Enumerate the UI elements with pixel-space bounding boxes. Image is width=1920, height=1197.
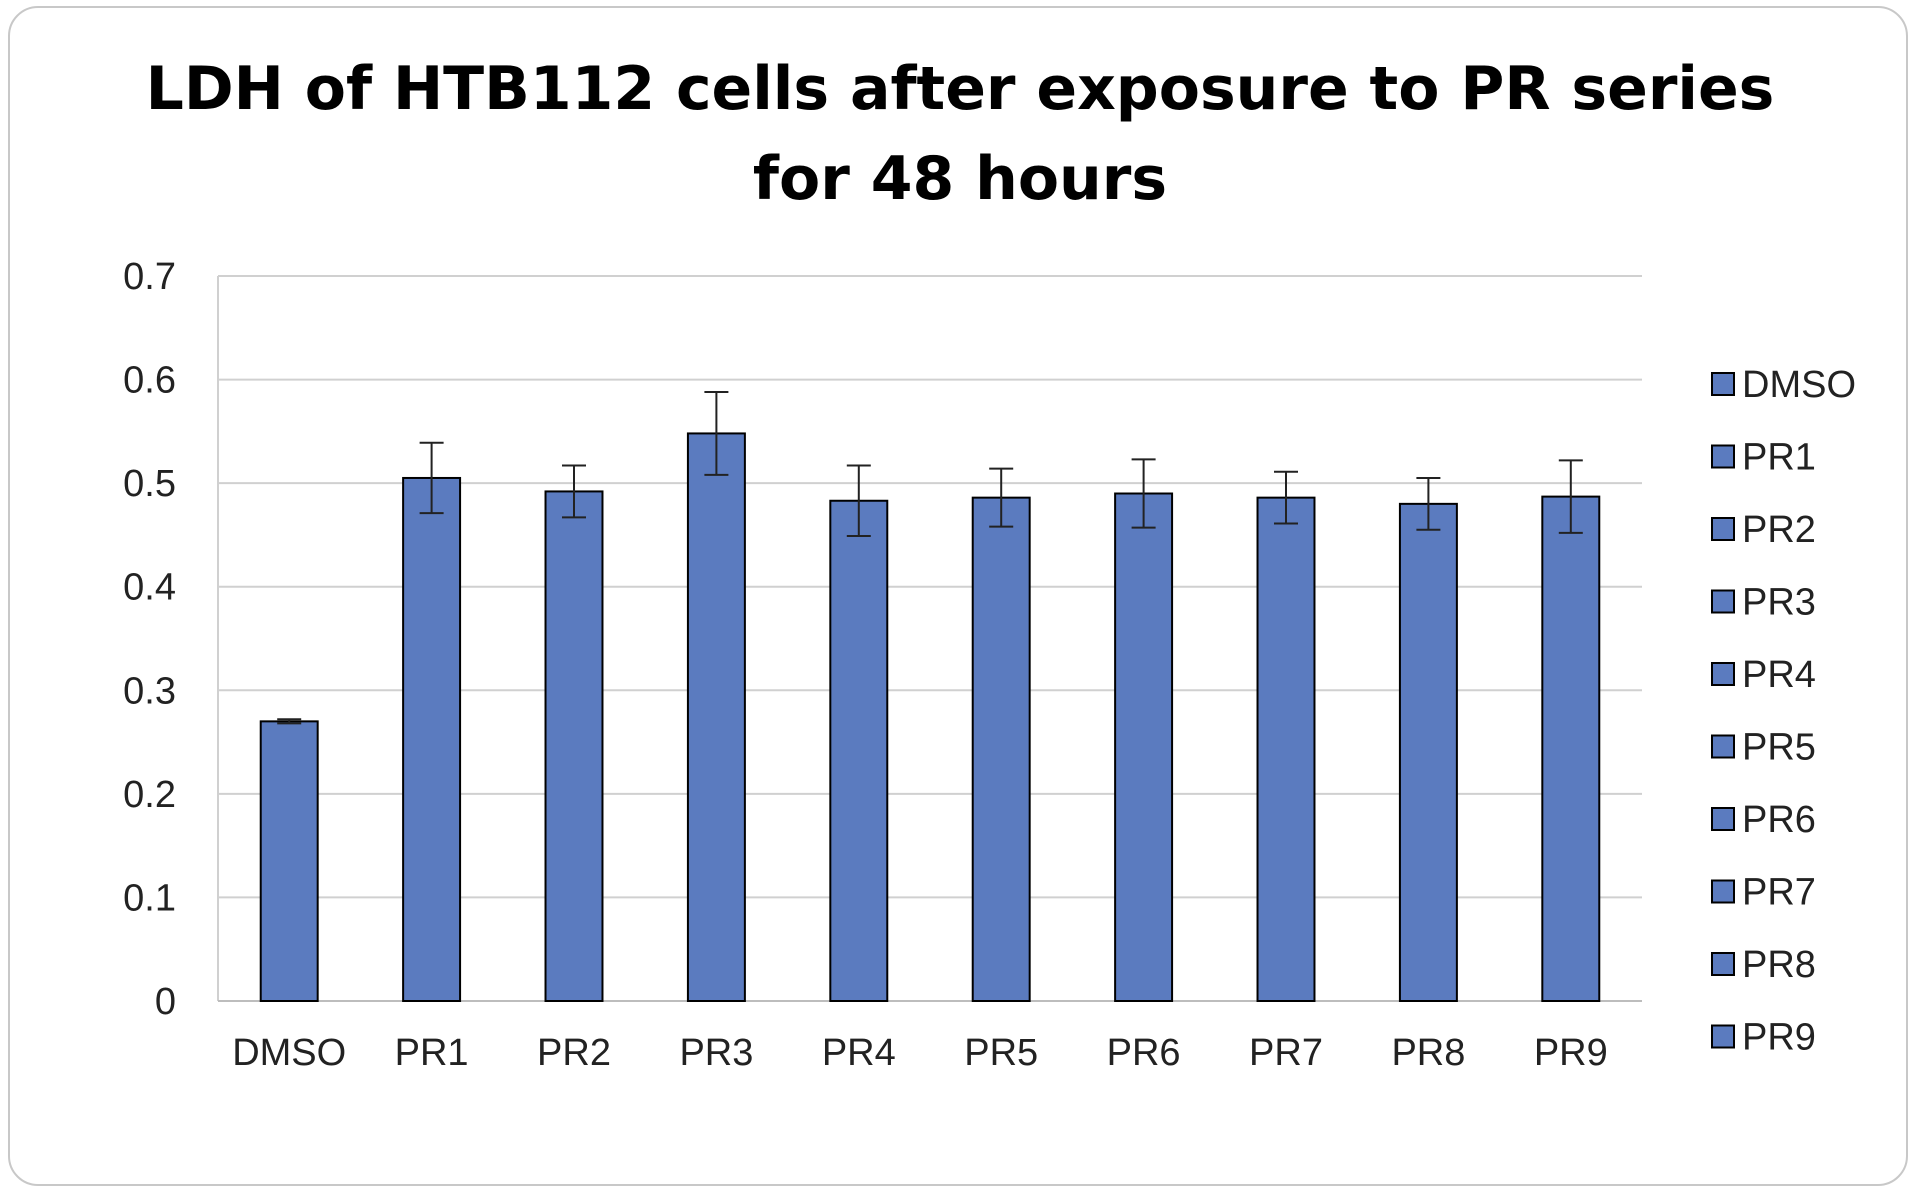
legend-label: DMSO — [1742, 364, 1856, 406]
legend-swatch — [1711, 589, 1735, 614]
bar-pr1 — [402, 476, 462, 1002]
chart-title-line-2: for 48 hours — [752, 144, 1168, 214]
legend-label: PR1 — [1742, 437, 1816, 479]
y-tick-label: 0.2 — [123, 774, 176, 816]
y-tick-label: 0.7 — [123, 256, 176, 298]
x-tick-label: PR8 — [1391, 1032, 1465, 1074]
bar-pr4 — [829, 499, 889, 1002]
x-tick-label: PR7 — [1249, 1032, 1323, 1074]
y-tick-label: 0.4 — [123, 567, 176, 609]
y-tick-label: 0.1 — [123, 877, 176, 919]
x-tick-label: PR3 — [679, 1032, 753, 1074]
legend-swatch — [1711, 444, 1735, 469]
chart-title-line-1: LDH of HTB112 cells after exposure to PR… — [145, 54, 1775, 124]
x-tick-label: DMSO — [232, 1032, 346, 1074]
x-tick-label: PR4 — [822, 1032, 896, 1074]
x-tick-label: PR9 — [1534, 1032, 1608, 1074]
error-bars — [277, 391, 1583, 725]
legend-swatch — [1711, 734, 1735, 759]
legend-swatch — [1711, 807, 1735, 831]
legend-label: PR5 — [1742, 727, 1816, 769]
x-tick-label: PR6 — [1107, 1032, 1181, 1074]
x-tick-labels: DMSO PR1 PR2 PR3 PR4 PR5 PR6 PR7 PR8 PR9 — [232, 1032, 1608, 1074]
legend-label: PR4 — [1742, 654, 1816, 696]
bar-dmso — [259, 720, 319, 1002]
legend: DMSO PR1 PR2 PR3 PR4 PR5 PR6 PR7 PR8 PR9 — [1711, 364, 1856, 1059]
bar-pr5 — [971, 496, 1031, 1002]
y-tick-label: 0 — [155, 981, 176, 1023]
legend-swatch — [1711, 517, 1735, 541]
legend-label: PR9 — [1742, 1017, 1816, 1059]
legend-swatch — [1711, 372, 1735, 396]
y-tick-label: 0.6 — [123, 360, 176, 402]
legend-swatch — [1711, 1024, 1735, 1049]
x-tick-label: PR1 — [395, 1032, 469, 1074]
y-tick-labels: 0 0.1 0.2 0.3 0.4 0.5 0.6 0.7 — [123, 256, 176, 1023]
bar-pr9 — [1541, 495, 1601, 1002]
legend-label: PR8 — [1742, 944, 1816, 986]
bars — [259, 432, 1601, 1002]
bar-pr3 — [686, 432, 746, 1002]
y-tick-label: 0.3 — [123, 670, 176, 712]
legend-swatch — [1711, 662, 1735, 686]
bar-pr6 — [1114, 492, 1174, 1002]
x-tick-label: PR2 — [537, 1032, 611, 1074]
y-tick-label: 0.5 — [123, 463, 176, 505]
legend-label: PR6 — [1742, 799, 1816, 841]
bar-pr7 — [1256, 496, 1316, 1002]
chart-title: LDH of HTB112 cells after exposure to PR… — [0, 44, 1920, 224]
legend-label: PR3 — [1742, 582, 1816, 624]
legend-label: PR2 — [1742, 509, 1816, 551]
legend-swatch — [1711, 879, 1735, 904]
legend-label: PR7 — [1742, 872, 1816, 914]
legend-swatch — [1711, 952, 1735, 976]
x-tick-label: PR5 — [964, 1032, 1038, 1074]
bar-pr2 — [544, 490, 604, 1002]
bar-pr8 — [1398, 502, 1458, 1002]
